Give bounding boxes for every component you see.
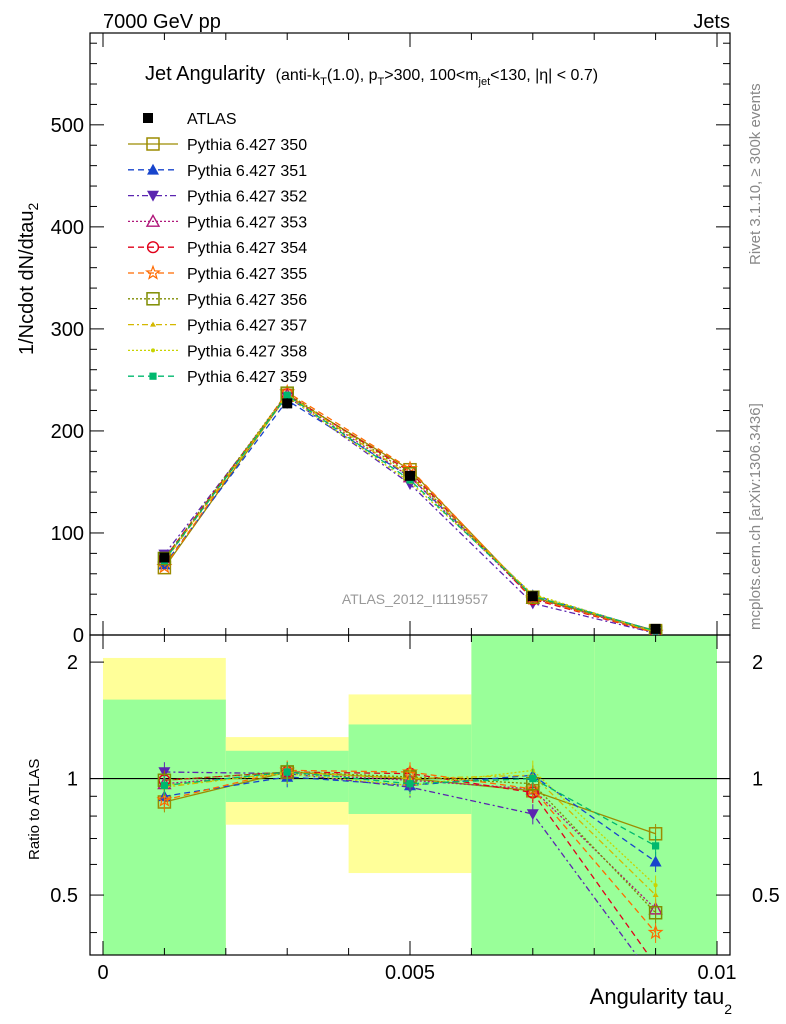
legend-entry: Pythia 6.427 357 — [128, 318, 307, 335]
legend-label: Pythia 6.427 350 — [187, 137, 307, 154]
ratio-y-tick-label-left: 1 — [67, 769, 78, 791]
marker — [146, 137, 160, 151]
legend-entry: Pythia 6.427 350 — [128, 137, 307, 154]
legend-label: Pythia 6.427 359 — [187, 369, 307, 386]
marker — [149, 372, 157, 380]
y-tick-label-main: 100 — [51, 523, 84, 545]
legend: ATLAS Pythia 6.427 350 Pythia 6.427 351 Pyt… — [128, 111, 307, 386]
marker — [146, 292, 160, 306]
main-series — [156, 383, 664, 635]
axis-ticks — [90, 33, 730, 955]
data-points-atlas — [159, 398, 661, 634]
marker — [151, 348, 155, 353]
marker — [143, 113, 153, 123]
marker — [150, 321, 156, 327]
mcplots-label: mcplots.cern.ch [arXiv:1306.3436] — [747, 403, 764, 630]
marker — [406, 780, 414, 788]
marker — [146, 241, 160, 254]
marker — [282, 398, 293, 409]
marker — [145, 264, 161, 280]
legend-label: Pythia 6.427 355 — [187, 266, 307, 283]
legend-entry: Pythia 6.427 356 — [128, 292, 307, 309]
legend-entry: Pythia 6.427 352 — [128, 189, 307, 206]
analysis-watermark: ATLAS_2012_I1119557 — [342, 591, 489, 607]
marker — [159, 552, 170, 563]
header-left: 7000 GeV pp — [103, 11, 221, 33]
x-tick-label: 0 — [97, 962, 108, 984]
legend-label: Pythia 6.427 352 — [187, 189, 307, 206]
plot-title: Jet Angularity (anti-kT(1.0), pT>300, 10… — [145, 63, 598, 88]
plot-title-main: Jet Angularity — [145, 63, 265, 85]
series-line — [164, 774, 656, 863]
x-tick-label: 0.01 — [698, 962, 737, 984]
marker — [650, 959, 661, 970]
marker — [650, 623, 661, 634]
marker — [283, 768, 291, 776]
marker — [647, 924, 664, 940]
band-green-0 — [103, 699, 226, 955]
marker — [652, 842, 660, 850]
ratio-y-tick-label-left: 2 — [67, 652, 78, 674]
legend-label: Pythia 6.427 354 — [187, 240, 307, 257]
series-ratio — [160, 762, 660, 857]
y-axis-label-main: 1/Ncdot dN/dtau2 — [16, 202, 41, 355]
marker — [147, 163, 159, 175]
marker — [529, 774, 537, 783]
marker — [145, 213, 161, 227]
x-axis-label: Angularity tau2 — [590, 984, 733, 1017]
legend-label: Pythia 6.427 353 — [187, 214, 307, 231]
y-axis-label-ratio: Ratio to ATLAS — [26, 759, 43, 860]
marker — [160, 781, 168, 790]
rivet-label: Rivet 3.1.10, ≥ 300k events — [747, 83, 764, 265]
marker — [526, 809, 539, 820]
series-line — [164, 771, 656, 847]
legend-entry: Pythia 6.427 359 — [128, 369, 307, 386]
series-line — [164, 769, 657, 933]
marker — [527, 591, 538, 602]
y-tick-label-main: 400 — [51, 217, 84, 239]
legend-label: ATLAS — [187, 111, 237, 128]
legend-label: Pythia 6.427 356 — [187, 292, 307, 309]
marker — [147, 190, 159, 202]
legend-label: Pythia 6.427 357 — [187, 318, 307, 335]
series-line — [163, 395, 656, 633]
y-tick-label-main: 300 — [51, 319, 84, 341]
marker — [649, 855, 662, 867]
ratio-series — [156, 760, 664, 970]
legend-label: Pythia 6.427 358 — [187, 343, 307, 360]
x-tick-label: 0.005 — [385, 962, 435, 984]
ratio-y-tick-label-right: 0.5 — [752, 885, 780, 907]
legend-label: Pythia 6.427 351 — [187, 163, 307, 180]
legend-entry: Pythia 6.427 355 — [128, 264, 307, 283]
marker — [156, 791, 173, 807]
marker — [405, 470, 415, 481]
y-tick-label-main: 200 — [51, 421, 84, 443]
y-tick-label-main: 500 — [51, 115, 84, 137]
main-frame — [89, 32, 731, 636]
marker — [653, 883, 658, 888]
legend-entry: Pythia 6.427 353 — [128, 213, 307, 231]
legend-entry-atlas: ATLAS — [143, 111, 237, 128]
marker — [648, 906, 663, 920]
ratio-y-tick-label-right: 2 — [752, 652, 763, 674]
ratio-y-tick-label-left: 0.5 — [50, 885, 78, 907]
marker — [283, 391, 291, 399]
plot-title-sub: (anti-kT(1.0), pT>300, 100<mjet<130, |η|… — [276, 67, 598, 88]
ratio-y-tick-label-right: 1 — [752, 769, 763, 791]
legend-entry: Pythia 6.427 354 — [128, 240, 307, 257]
legend-entry: Pythia 6.427 358 — [128, 343, 307, 360]
tick-labels: 0 100 200 300 400 500 0.5 0.5 1 1 2 2 0 0.005 0.01 — [50, 115, 780, 984]
header-right: Jets — [693, 11, 730, 33]
y-tick-label-main: 0 — [73, 625, 84, 647]
legend-entry: Pythia 6.427 351 — [128, 163, 307, 180]
